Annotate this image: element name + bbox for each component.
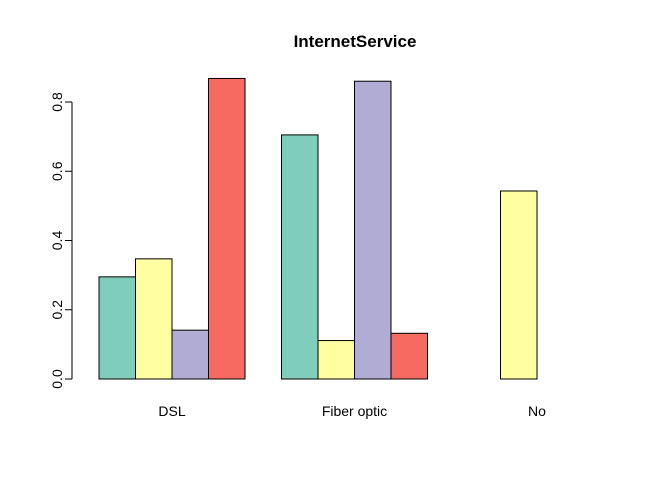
category-label: DSL (158, 403, 185, 419)
bar (171, 329, 209, 380)
y-tick-label: 0.4 (49, 231, 65, 251)
y-axis: 0.0 0.2 0.4 0.6 0.8 (49, 92, 73, 389)
category-labels: DSL Fiber optic No (158, 403, 546, 419)
bar (500, 190, 538, 380)
chart-title: InternetService (294, 32, 417, 51)
bar (98, 276, 136, 380)
y-tick-label: 0.2 (49, 300, 65, 320)
bar (135, 258, 173, 380)
y-tick-label: 0.8 (49, 92, 65, 112)
category-label: No (528, 403, 546, 419)
bar (281, 134, 319, 380)
y-tick-label: 0.6 (49, 161, 65, 181)
bar (317, 340, 355, 380)
bar (354, 80, 392, 380)
y-tick-label: 0.0 (49, 369, 65, 389)
category-label: Fiber optic (322, 403, 387, 419)
bar (208, 77, 246, 380)
bar (390, 332, 428, 380)
bars (98, 77, 538, 380)
